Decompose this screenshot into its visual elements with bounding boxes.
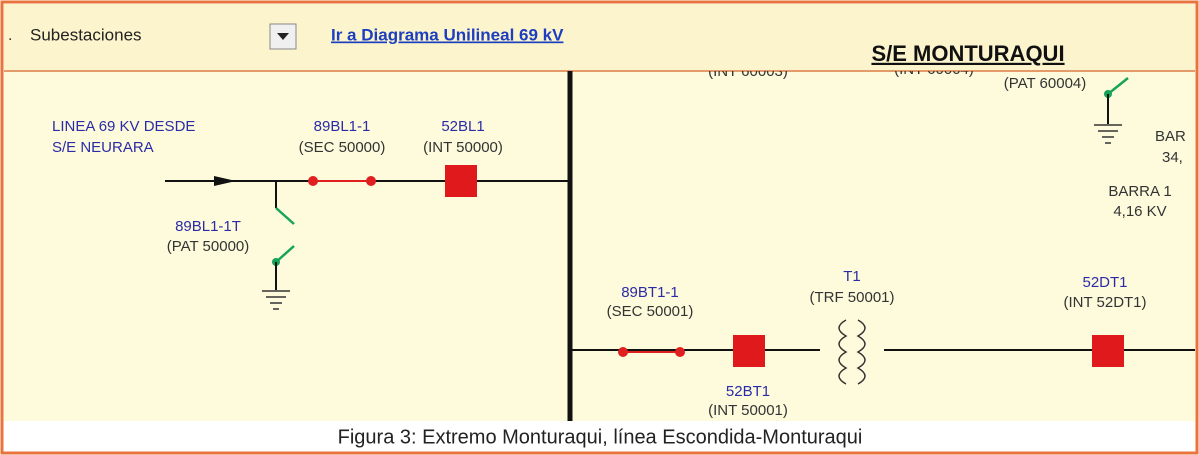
transformer-gap xyxy=(820,318,884,384)
diagram-area xyxy=(4,71,1195,421)
contact xyxy=(618,347,628,357)
dropdown[interactable]: Subestaciones xyxy=(30,25,142,44)
contact xyxy=(366,176,376,186)
title: S/E MONTURAQUI xyxy=(871,41,1064,66)
label: (PAT 60004) xyxy=(1004,75,1087,92)
label: 89BT1-1 xyxy=(621,284,679,301)
label: 52DT1 xyxy=(1082,274,1127,291)
dropdown-arrow xyxy=(277,33,289,40)
label: T1 xyxy=(843,268,861,285)
label: BARRA 1 xyxy=(1108,183,1171,200)
label: 52BT1 xyxy=(726,383,770,400)
ground xyxy=(262,290,290,310)
label: LINEA 69 KV DESDE xyxy=(52,118,195,135)
label: 89BL1-1T xyxy=(175,218,241,235)
arrow xyxy=(214,176,236,186)
label: 4,16 KV xyxy=(1113,203,1166,220)
caption: Figura 3: Extremo Monturaqui, línea Esco… xyxy=(338,426,863,448)
label: (SEC 50001) xyxy=(607,303,694,320)
label: (INT 60004) xyxy=(894,61,974,78)
label: (INT 52DT1) xyxy=(1063,294,1146,311)
switch xyxy=(275,207,295,225)
diagram-link[interactable]: Ir a Diagrama Unilineal 69 kV xyxy=(331,25,564,44)
label: S/E NEURARA xyxy=(52,139,154,156)
contact xyxy=(308,176,318,186)
switch xyxy=(1107,77,1129,95)
label: (TRF 50001) xyxy=(809,289,894,306)
transformer xyxy=(838,319,866,385)
diagram: (INT 60003) (INT 60004) (PAT 60004) xyxy=(52,61,1195,421)
label: 52BL1 xyxy=(441,118,484,135)
dot: . xyxy=(8,27,12,44)
label: (SEC 50000) xyxy=(299,139,386,156)
breaker xyxy=(733,335,765,367)
label: 34, xyxy=(1162,149,1183,166)
toolbar xyxy=(4,4,1195,71)
contact xyxy=(675,347,685,357)
breaker xyxy=(445,165,477,197)
switch xyxy=(275,245,295,263)
breaker xyxy=(1092,335,1124,367)
label: 89BL1-1 xyxy=(314,118,371,135)
label: (INT 60003) xyxy=(708,63,788,80)
label: BAR xyxy=(1155,128,1186,145)
label: (PAT 50000) xyxy=(167,238,250,255)
label: (INT 50000) xyxy=(423,139,503,156)
ground xyxy=(1094,124,1122,144)
label: (INT 50001) xyxy=(708,402,788,419)
